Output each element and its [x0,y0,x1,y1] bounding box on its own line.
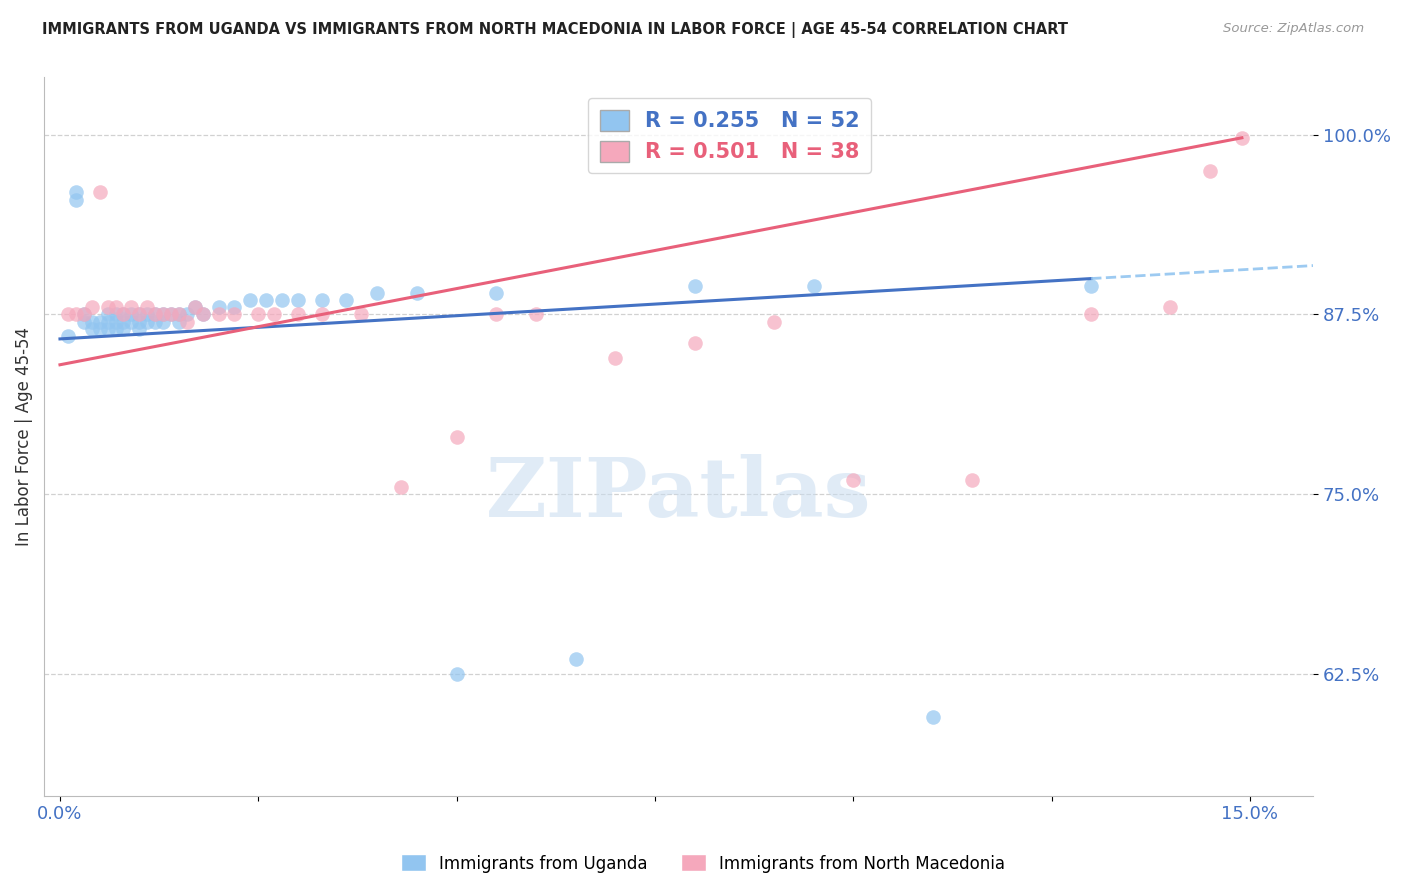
Point [311,293,333,307]
Point [89,186,111,200]
Point [406,285,429,300]
Point [128,308,150,322]
Point [65,308,87,322]
Point [160,308,183,322]
Point [564,652,586,666]
Point [350,308,373,322]
Point [287,293,309,307]
Point [263,308,285,322]
Point [191,308,214,322]
Point [104,322,127,336]
Point [112,308,135,322]
Point [104,315,127,329]
Point [65,193,87,207]
Point [803,278,825,293]
Point [524,308,547,322]
Point [167,308,190,322]
Legend: Immigrants from Uganda, Immigrants from North Macedonia: Immigrants from Uganda, Immigrants from … [394,847,1012,880]
Point [152,308,174,322]
Point [73,308,96,322]
Point [128,308,150,322]
Point [120,308,142,322]
Point [683,336,706,351]
Point [104,308,127,322]
Point [120,315,142,329]
Point [271,293,294,307]
Point [89,322,111,336]
Point [80,315,103,329]
Point [167,315,190,329]
Point [1160,301,1182,315]
Point [97,315,120,329]
Point [73,308,96,322]
Point [224,308,246,322]
Point [762,315,785,329]
Point [287,308,309,322]
Point [960,473,983,487]
Point [160,308,183,322]
Point [366,285,388,300]
Y-axis label: In Labor Force | Age 45-54: In Labor Force | Age 45-54 [15,327,32,546]
Legend: R = 0.255   N = 52, R = 0.501   N = 38: R = 0.255 N = 52, R = 0.501 N = 38 [588,98,870,173]
Point [136,315,159,329]
Point [73,315,96,329]
Point [184,301,207,315]
Point [389,480,412,494]
Text: IMMIGRANTS FROM UGANDA VS IMMIGRANTS FROM NORTH MACEDONIA IN LABOR FORCE | AGE 4: IMMIGRANTS FROM UGANDA VS IMMIGRANTS FRO… [42,22,1069,38]
Point [143,308,166,322]
Point [207,308,229,322]
Point [112,322,135,336]
Point [683,278,706,293]
Text: Source: ZipAtlas.com: Source: ZipAtlas.com [1223,22,1364,36]
Point [97,308,120,322]
Point [605,351,627,365]
Point [207,301,229,315]
Point [152,308,174,322]
Point [104,301,127,315]
Point [80,301,103,315]
Point [136,301,159,315]
Point [65,186,87,200]
Point [1199,164,1222,178]
Point [136,308,159,322]
Point [128,315,150,329]
Point [143,308,166,322]
Point [485,308,508,322]
Point [120,301,142,315]
Point [1230,130,1253,145]
Point [97,322,120,336]
Point [446,429,468,443]
Point [176,308,198,322]
Point [842,473,865,487]
Point [239,293,262,307]
Point [80,322,103,336]
Point [152,315,174,329]
Point [97,301,120,315]
Point [128,322,150,336]
Point [112,308,135,322]
Point [191,308,214,322]
Point [56,329,79,343]
Point [485,285,508,300]
Point [1080,308,1102,322]
Point [224,301,246,315]
Point [89,315,111,329]
Point [56,308,79,322]
Point [921,710,943,724]
Point [335,293,357,307]
Text: ZIPatlas: ZIPatlas [486,454,872,534]
Point [176,315,198,329]
Point [254,293,277,307]
Point [247,308,270,322]
Point [446,666,468,681]
Point [112,315,135,329]
Point [311,308,333,322]
Point [143,315,166,329]
Point [1080,278,1102,293]
Point [167,308,190,322]
Point [184,301,207,315]
